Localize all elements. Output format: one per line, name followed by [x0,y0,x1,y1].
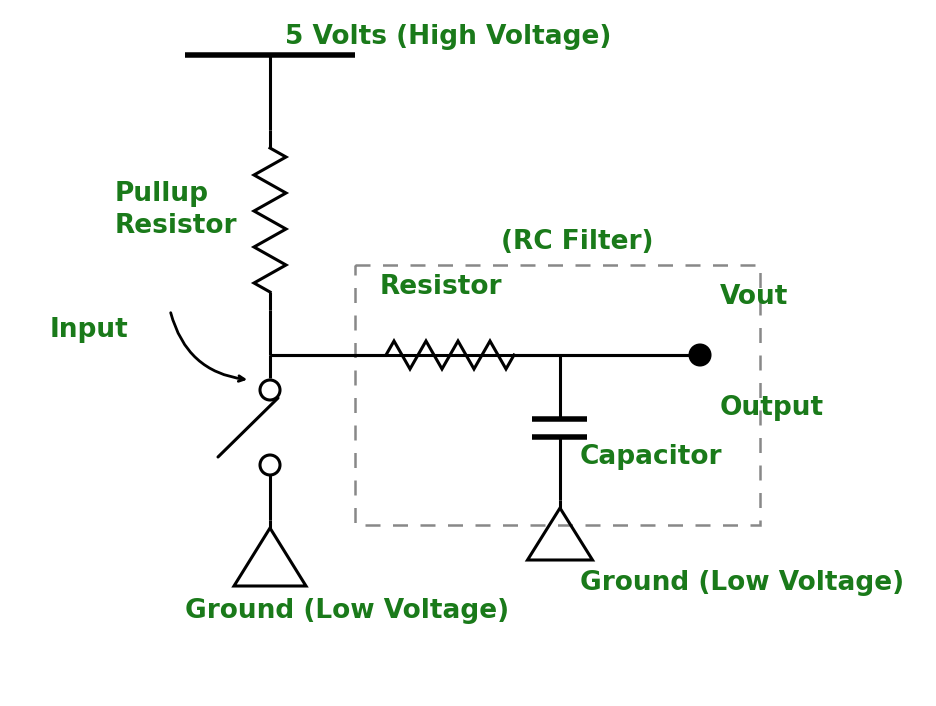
Text: Capacitor: Capacitor [579,445,722,470]
Circle shape [689,345,709,365]
Text: Pullup
Resistor: Pullup Resistor [115,181,237,239]
Bar [355,265,759,525]
Text: Output: Output [719,395,824,421]
Text: Resistor: Resistor [380,274,502,300]
Text: Vout: Vout [719,284,787,310]
Text: (RC Filter): (RC Filter) [501,229,653,255]
Text: Ground (Low Voltage): Ground (Low Voltage) [184,598,508,624]
Text: 5 Volts (High Voltage): 5 Volts (High Voltage) [285,24,610,50]
Text: Input: Input [50,317,128,343]
Text: Ground (Low Voltage): Ground (Low Voltage) [579,570,903,596]
